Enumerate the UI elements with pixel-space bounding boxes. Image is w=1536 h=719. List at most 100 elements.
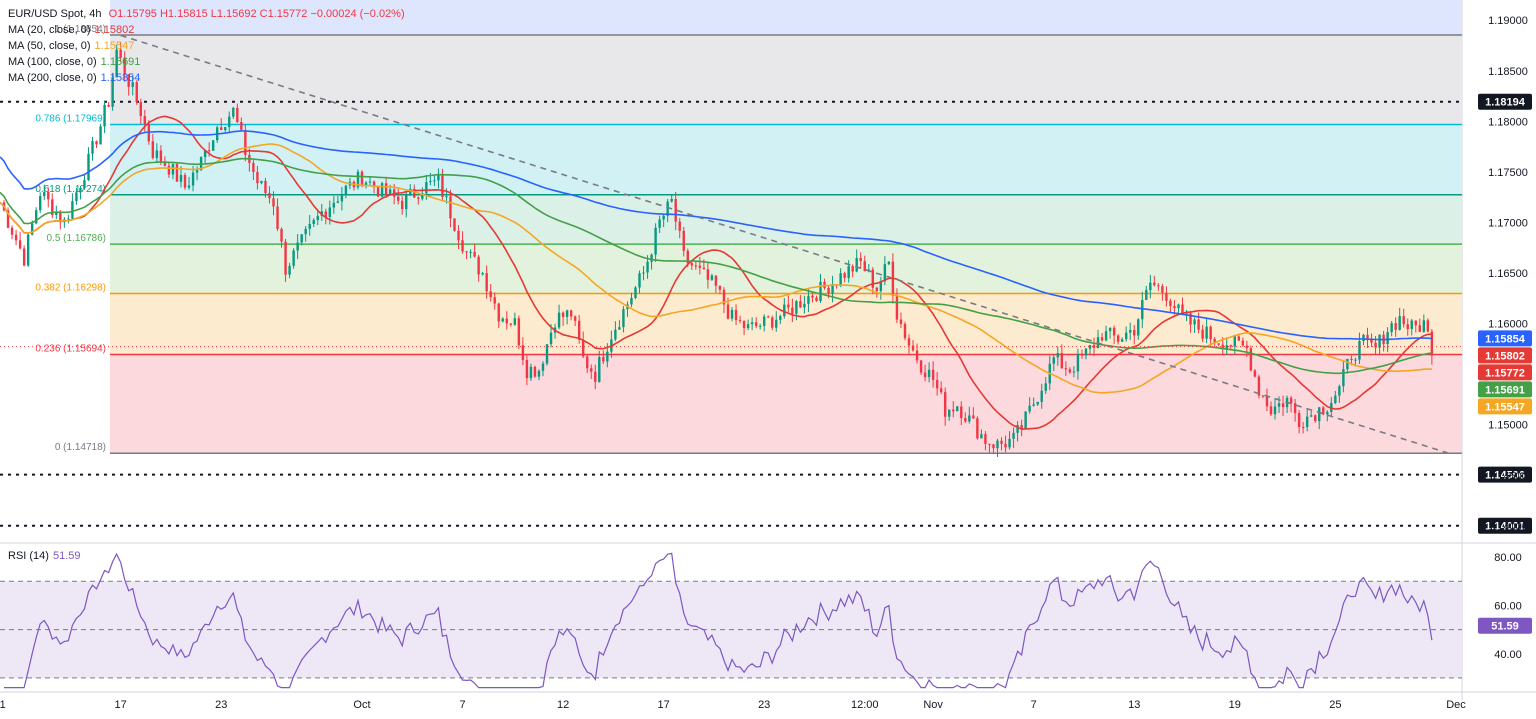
time-tick-label: 12 <box>557 699 569 711</box>
candle-body <box>1209 326 1212 340</box>
candle-body <box>59 212 62 223</box>
candle-body <box>1249 348 1253 371</box>
candle-body <box>1402 316 1405 325</box>
level-tag-bg-2 <box>1478 517 1532 534</box>
candle-body <box>702 267 706 270</box>
fib-band-0.5 <box>110 244 1462 294</box>
candle-body <box>851 266 854 272</box>
candle-body <box>191 172 195 186</box>
candle-body <box>272 198 275 207</box>
candle-body <box>598 357 601 382</box>
candle-body <box>421 193 424 199</box>
candle-body <box>356 171 360 188</box>
candle-body <box>1314 415 1317 422</box>
ma-50-label: MA (50, close, 0) <box>8 40 91 52</box>
candle-body <box>915 350 919 361</box>
candle-body <box>537 370 541 377</box>
candle-body <box>284 241 287 275</box>
candle-body <box>87 153 90 181</box>
ma-legend-200[interactable]: MA (200, close, 0) 1.15854 <box>8 70 140 86</box>
ma-20-value: 1.15802 <box>94 24 135 36</box>
candle-body <box>1261 395 1265 397</box>
time-tick-label: 12:00 <box>851 699 879 711</box>
candle-body <box>879 281 883 292</box>
candle-body <box>771 317 774 328</box>
candle-body <box>224 127 227 131</box>
candle-body <box>497 303 500 322</box>
candle-body <box>1297 413 1301 428</box>
candle-body <box>1133 329 1136 336</box>
candle-body <box>859 258 862 262</box>
candle-body <box>883 264 887 282</box>
time-tick-label: 17 <box>115 699 127 711</box>
candle-body <box>1281 403 1285 408</box>
candle-body <box>1072 371 1076 373</box>
candle-body <box>340 194 344 202</box>
ma-legend-50[interactable]: MA (50, close, 0) 1.15547 <box>8 38 134 54</box>
price-tick-label: 1.18000 <box>1488 116 1528 128</box>
candle-body <box>1036 401 1039 405</box>
candle-body <box>1326 411 1329 415</box>
candle-body <box>232 107 235 117</box>
candle-body <box>481 273 484 275</box>
ma-legend-100[interactable]: MA (100, close, 0) 1.15691 <box>8 54 140 70</box>
candle-body <box>767 316 770 318</box>
price-tick-label: 1.16500 <box>1488 268 1528 280</box>
time-tick-label: 13 <box>1128 699 1140 711</box>
price-tick-label: 1.14000 <box>1488 521 1528 533</box>
candle-body <box>1237 336 1241 341</box>
rsi-legend[interactable]: RSI (14) 51.59 <box>8 548 81 564</box>
candle-body <box>1338 386 1341 396</box>
candle-body <box>344 185 348 195</box>
candle-body <box>549 332 553 345</box>
candle-body <box>646 261 649 273</box>
candle-body <box>296 242 299 251</box>
candle-body <box>95 141 98 145</box>
candle-body <box>513 318 517 325</box>
candle-body <box>143 116 146 124</box>
candle-body <box>1044 383 1047 391</box>
price-tag-bg-2 <box>1478 364 1532 381</box>
candle-body <box>811 295 814 298</box>
rsi-tick-label: 40.00 <box>1494 649 1522 661</box>
candle-body <box>674 199 677 222</box>
candle-body <box>754 322 758 327</box>
candle-body <box>787 304 790 308</box>
candle-body <box>1201 329 1204 339</box>
candle-body <box>312 219 315 224</box>
candle-body <box>401 200 404 210</box>
candle-body <box>111 77 114 107</box>
candle-body <box>1257 376 1261 396</box>
candle-body <box>1189 313 1192 325</box>
level-tag-1: 1.14506 <box>1485 470 1525 482</box>
candle-body <box>875 287 879 292</box>
candle-body <box>988 443 991 445</box>
ma-legend-20[interactable]: MA (20, close, 0) 1.15802 <box>8 22 134 38</box>
candle-body <box>690 263 694 266</box>
time-tick-label: 17 <box>658 699 670 711</box>
candle-body <box>871 269 874 288</box>
candle-body <box>449 196 452 219</box>
candle-body <box>167 165 171 175</box>
candle-body <box>99 126 102 145</box>
candle-body <box>710 275 714 280</box>
candle-body <box>670 199 673 202</box>
candle-body <box>1145 290 1148 300</box>
candle-body <box>590 368 593 372</box>
candle-body <box>863 261 866 272</box>
candle-body <box>1414 320 1417 326</box>
candle-body <box>376 187 380 197</box>
price-tag-bg-0 <box>1478 330 1532 347</box>
candle-body <box>1052 357 1055 364</box>
candle-body <box>887 261 891 265</box>
candle-body <box>783 304 786 317</box>
time-tick-label: Dec <box>1446 699 1466 711</box>
candle-body <box>135 82 138 103</box>
candle-body <box>726 304 730 319</box>
candle-body <box>819 281 822 301</box>
fib-ext-band <box>110 0 1462 35</box>
candle-body <box>43 192 46 197</box>
price-tag-1: 1.15802 <box>1485 350 1525 362</box>
time-tick-label: 25 <box>1329 699 1341 711</box>
